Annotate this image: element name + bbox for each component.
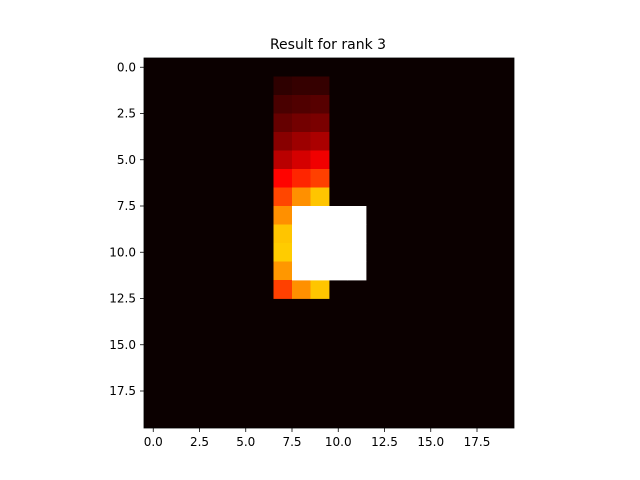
plot-area <box>143 57 515 429</box>
plot-frame <box>143 57 515 429</box>
heatmap-cell <box>292 206 311 225</box>
x-tick-label: 5.0 <box>236 435 255 449</box>
heatmap-cell <box>310 224 330 244</box>
x-tick-label: 10.0 <box>325 435 352 449</box>
heatmap-cell <box>292 76 311 96</box>
heatmap-cell <box>310 150 330 170</box>
x-tick-label: 17.5 <box>464 435 491 449</box>
heatmap-cell <box>310 280 330 299</box>
heatmap-cell <box>347 206 367 225</box>
heatmap-cell <box>310 187 330 207</box>
chart-title: Result for rank 3 <box>270 37 386 53</box>
heatmap-cell <box>273 206 293 225</box>
x-axis: 0.0 2.5 5.0 7.5 10.0 12.5 15.0 17.5 <box>144 428 491 449</box>
heatmap-cell <box>273 261 293 281</box>
y-tick-label: 7.5 <box>117 199 136 213</box>
heatmap-cell <box>292 95 311 114</box>
heatmap-cell <box>292 113 311 133</box>
heatmap-cell <box>273 280 293 299</box>
heatmap-cell <box>347 261 367 281</box>
heatmap-cell <box>292 187 311 207</box>
x-tick-label: 12.5 <box>371 435 398 449</box>
heatmap-cell <box>347 243 367 262</box>
heatmap-cell <box>310 95 330 114</box>
heatmap-cell <box>273 132 293 151</box>
heatmap-cell <box>273 76 293 96</box>
heatmap-cell <box>292 169 311 188</box>
heatmap-cell <box>273 95 293 114</box>
heatmap-cell <box>329 261 348 281</box>
heatmap-cell <box>310 169 330 188</box>
heatmap-cell <box>273 224 293 244</box>
heatmap-cell <box>329 243 348 262</box>
heatmap-cell <box>310 261 330 281</box>
heatmap-cell <box>347 224 367 244</box>
heatmap-cell <box>273 187 293 207</box>
heatmap-cell <box>292 132 311 151</box>
heatmap-cell <box>329 206 348 225</box>
heatmap-cell <box>310 132 330 151</box>
y-tick-label: 10.0 <box>109 245 136 259</box>
x-tick-label: 7.5 <box>282 435 301 449</box>
heatmap-cell <box>310 206 330 225</box>
y-tick-label: 17.5 <box>109 384 136 398</box>
heatmap-cell <box>329 224 348 244</box>
y-tick-label: 2.5 <box>117 107 136 121</box>
heatmap-cell <box>273 169 293 188</box>
heatmap-cell <box>292 150 311 170</box>
heatmap-cell <box>310 76 330 96</box>
heatmap-cell <box>273 243 293 262</box>
heatmap-cell <box>292 224 311 244</box>
heatmap-cell <box>292 243 311 262</box>
y-tick-label: 12.5 <box>109 292 136 306</box>
y-tick-label: 15.0 <box>109 338 136 352</box>
heatmap-cell <box>292 261 311 281</box>
heatmap-cell <box>273 113 293 133</box>
y-tick-label: 5.0 <box>117 153 136 167</box>
x-tick-label: 2.5 <box>190 435 209 449</box>
y-tick-label: 0.0 <box>117 60 136 74</box>
heatmap-cell <box>310 243 330 262</box>
heatmap-cell <box>292 280 311 299</box>
x-tick-label: 0.0 <box>144 435 163 449</box>
x-tick-label: 15.0 <box>417 435 444 449</box>
y-axis: 0.0 2.5 5.0 7.5 10.0 12.5 15.0 17.5 <box>109 60 144 398</box>
heatmap-cell <box>273 150 293 170</box>
heatmap-cell <box>310 113 330 133</box>
